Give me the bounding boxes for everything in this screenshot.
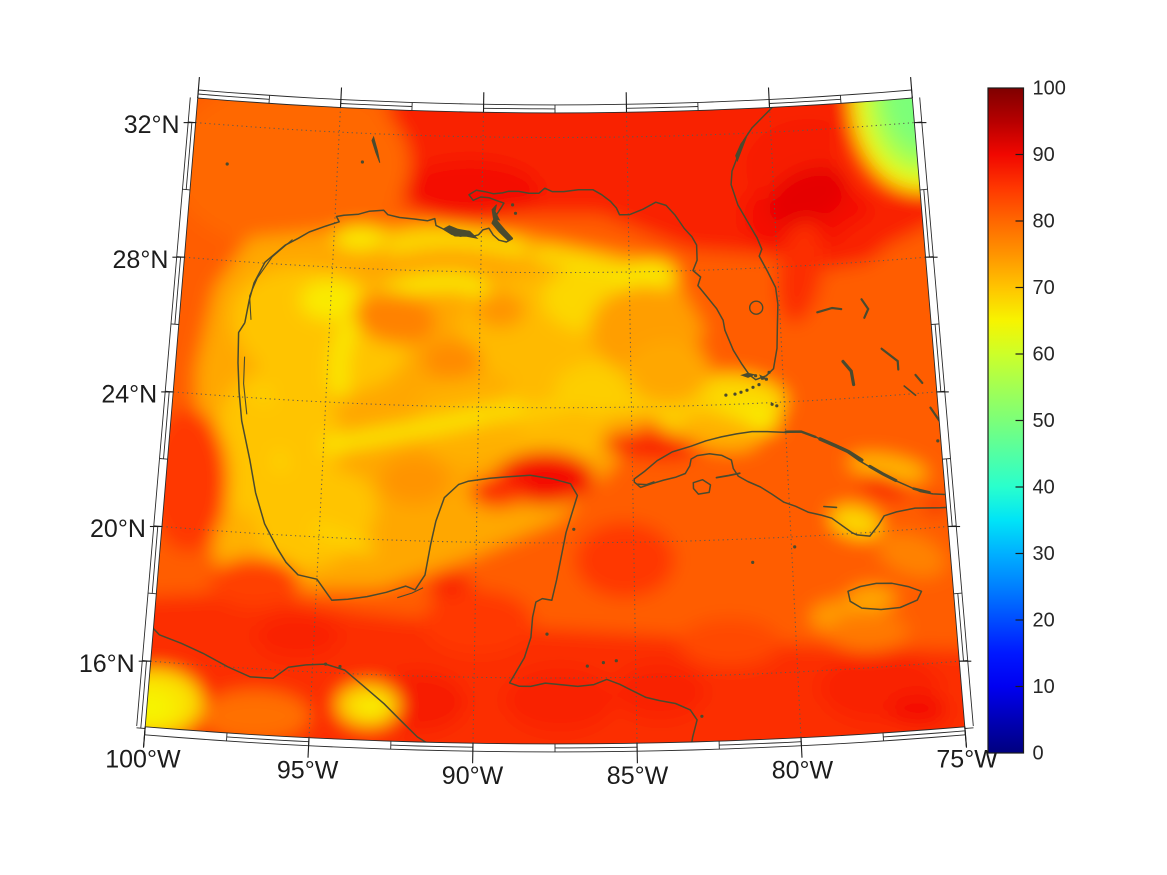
- svg-text:20: 20: [1033, 609, 1055, 631]
- svg-text:90°W: 90°W: [442, 762, 504, 790]
- svg-text:0: 0: [1033, 742, 1044, 764]
- svg-text:100°W: 100°W: [105, 745, 181, 773]
- svg-text:100: 100: [1033, 77, 1066, 99]
- svg-text:10: 10: [1033, 676, 1055, 698]
- svg-text:95°W: 95°W: [277, 756, 339, 784]
- svg-text:80°W: 80°W: [772, 756, 834, 784]
- svg-text:70: 70: [1033, 277, 1055, 299]
- svg-text:24°N: 24°N: [101, 381, 157, 409]
- svg-text:32°N: 32°N: [124, 111, 180, 139]
- svg-text:80: 80: [1033, 210, 1055, 232]
- svg-text:60: 60: [1033, 343, 1055, 365]
- svg-text:90: 90: [1033, 144, 1055, 166]
- svg-text:40: 40: [1033, 476, 1055, 498]
- svg-text:85°W: 85°W: [607, 762, 669, 790]
- svg-text:20°N: 20°N: [90, 515, 146, 543]
- svg-text:30: 30: [1033, 543, 1055, 565]
- svg-text:28°N: 28°N: [113, 246, 169, 274]
- svg-text:16°N: 16°N: [79, 650, 135, 678]
- svg-text:50: 50: [1033, 410, 1055, 432]
